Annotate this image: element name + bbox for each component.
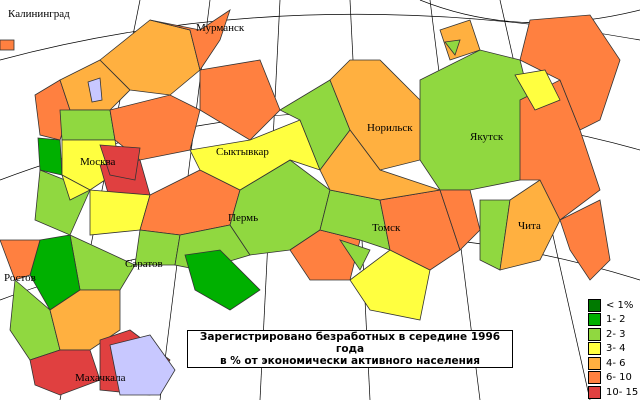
region (559, 199, 611, 281)
legend-swatch (588, 298, 601, 312)
region (444, 39, 461, 56)
region (37, 137, 63, 176)
region (349, 249, 431, 321)
region (519, 14, 621, 131)
legend-swatch (588, 313, 601, 327)
legend-label: 3- 4 (606, 343, 626, 355)
region (0, 239, 41, 281)
legend-item: 3- 4 (588, 342, 638, 357)
region (199, 59, 281, 141)
legend-label: 2- 3 (606, 328, 626, 340)
legend-item: < 1% (588, 298, 638, 313)
title-line-1: Зарегистрировано безработных в середине … (199, 331, 501, 355)
city-label: Москва (80, 156, 116, 168)
city-label: Махачкала (75, 372, 126, 384)
legend-item: 2- 3 (588, 327, 638, 342)
city-label: Норильск (367, 122, 413, 134)
city-label: Калининград (8, 8, 70, 20)
legend-item: 4- 6 (588, 356, 638, 371)
region-no-data (87, 77, 103, 103)
title-line-2: в % от экономически активного населения (219, 355, 481, 367)
legend-swatch (588, 342, 601, 356)
region-kaliningrad (0, 39, 15, 51)
region (419, 49, 531, 191)
region (99, 144, 141, 181)
region (339, 239, 371, 271)
city-label: Ростов (4, 272, 36, 284)
city-label: Саратов (125, 258, 163, 270)
legend-swatch (588, 371, 601, 385)
city-label: Якутск (470, 131, 504, 143)
city-label: Сыктывкар (216, 146, 269, 158)
region (499, 179, 561, 271)
regions (0, 9, 621, 396)
legend-label: 4- 6 (606, 357, 626, 369)
legend-item: 6- 10 (588, 371, 638, 386)
city-label: Пермь (228, 212, 259, 224)
legend-item: 10- 15 (588, 385, 638, 400)
region (149, 9, 231, 71)
map-title: Зарегистрировано безработных в середине … (187, 330, 513, 368)
region-no-data (109, 334, 176, 396)
city-label: Чита (518, 220, 541, 232)
legend-label: 10- 15 (606, 386, 639, 398)
legend-swatch (588, 385, 601, 399)
region (319, 129, 441, 201)
city-label: Мурманск (196, 22, 245, 34)
region (514, 69, 561, 111)
region (61, 174, 91, 201)
region (59, 109, 116, 141)
legend: < 1% 1- 2 2- 3 3- 4 4- 6 6- 10 10- 15 (588, 298, 638, 400)
legend-label: 1- 2 (606, 314, 626, 326)
legend-swatch (588, 356, 601, 370)
legend-label: < 1% (606, 299, 634, 311)
legend-label: 6- 10 (606, 372, 632, 384)
city-label: Томск (372, 222, 401, 234)
legend-item: 1- 2 (588, 313, 638, 328)
legend-swatch (588, 327, 601, 341)
region (184, 249, 261, 311)
